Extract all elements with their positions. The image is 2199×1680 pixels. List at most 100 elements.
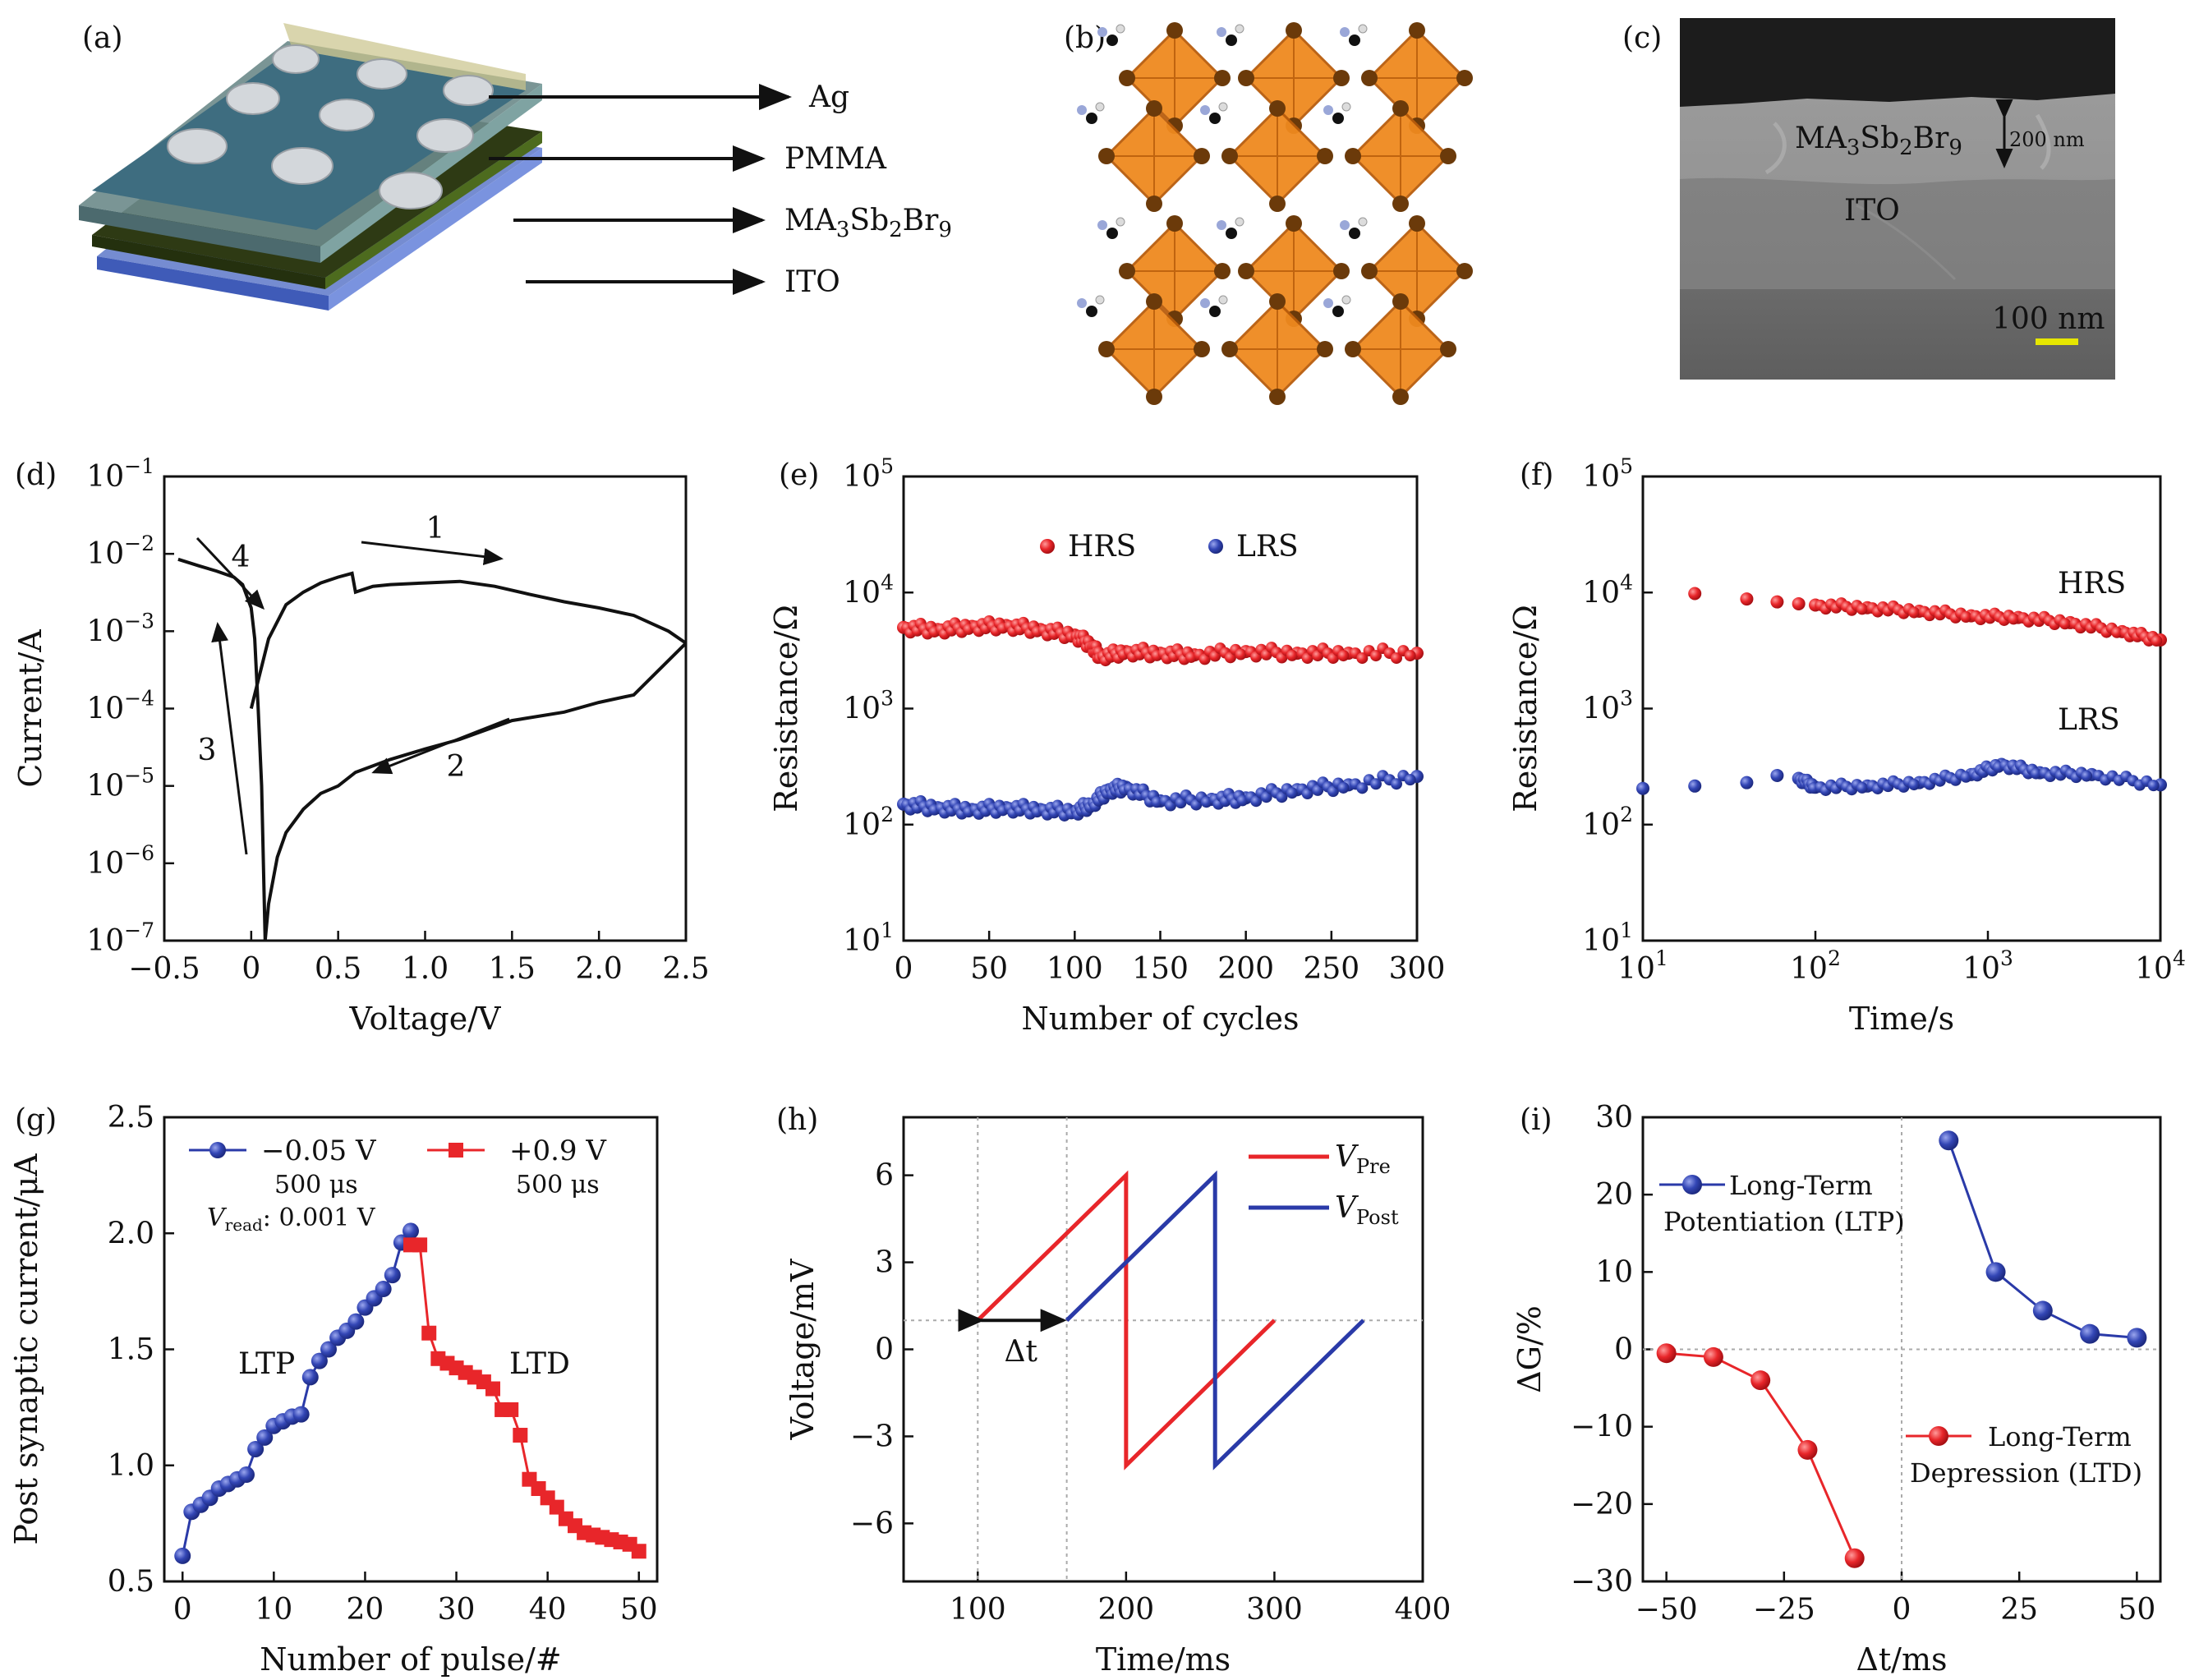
stdp-point [1656,1343,1677,1364]
hydrogen-atom [1218,295,1228,305]
y-axis-label: Voltage/mV [784,1259,821,1441]
bromine-atom [1456,70,1473,86]
data-point [1356,782,1369,794]
ltp-line [181,1230,412,1557]
data-point [1404,650,1416,662]
x-tick-label: 0 [173,1593,192,1627]
x-tick-label: 25 [2000,1593,2038,1627]
bromine-atom [1361,70,1378,86]
legend-label-ltd: +0.9 V [509,1135,607,1167]
x-tick-label: 1.0 [402,952,449,986]
data-point [1286,787,1298,799]
device-stack-illustration [79,23,542,311]
layer-label-ito: ITO [784,265,840,299]
bromine-atom [1440,148,1456,164]
y-tick-label: −10 [1571,1411,1633,1444]
legend-sub-ltp: 500 μs [274,1171,358,1199]
nitrogen-atom [1077,298,1087,308]
bromine-atom [1345,148,1361,164]
y-axis-label: ΔG/% [1511,1305,1548,1393]
spike-waveform [1065,1170,1365,1471]
y-tick-label: 101 [1582,918,1633,958]
bromine-atom [1166,22,1183,39]
bromine-atom [1317,148,1333,164]
data-point [1370,778,1382,790]
ltp-point [301,1369,319,1386]
data-point [1250,795,1263,808]
x-tick-label: 0 [1893,1593,1911,1627]
x-tick-label: 200 [1217,952,1274,986]
data-point [1770,595,1784,609]
x-tick-label: 100 [1047,952,1103,986]
ltp-point [375,1281,392,1298]
panel-b: (b) [1064,21,1473,405]
bromine-atom [1269,389,1286,405]
y-tick-label: −30 [1571,1565,1633,1599]
bromine-atom [1456,263,1473,279]
hydrogen-atom [1358,217,1368,227]
nitrogen-atom [1340,27,1350,37]
panel-label-c: (c) [1622,21,1662,55]
bromine-atom [1317,341,1333,357]
hydrogen-atom [1235,24,1244,34]
data-point [1286,649,1298,661]
layer-label-ag: Ag [808,81,849,114]
bromine-atom [1333,70,1350,86]
sweep-arrow [361,541,504,565]
bromine-atom [1146,100,1162,117]
y-tick-label: 105 [1582,454,1633,494]
hydrogen-atom [1358,24,1368,34]
x-tick-label: 2.5 [662,952,709,986]
hydrogen-atom [1095,295,1105,305]
data-point [1356,652,1369,665]
annotation-ltp: LTP [238,1347,295,1381]
x-tick-label: 0 [242,952,260,986]
nitrogen-atom [1217,220,1226,230]
data-point [2151,634,2163,647]
legend-marker-hrs [1040,539,1055,554]
y-tick-label: 10−3 [86,609,154,648]
nitrogen-atom [1323,105,1333,115]
data-point [1740,776,1754,789]
x-tick-label: 30 [438,1593,476,1627]
panel-label-g: (g) [15,1103,57,1137]
ltd-point [421,1325,437,1341]
legend-sub-ltd: 500 μs [516,1171,600,1199]
scale-bar-label: 100 nm [1992,302,2105,336]
data-point [1260,791,1272,803]
x-tick-label: 1.5 [489,952,536,986]
y-tick-label: 0 [1614,1333,1633,1367]
data-point [2008,613,2020,625]
annotation-lrs: LRS [2058,703,2120,737]
y-tick-label: 105 [843,454,894,494]
nitrogen-atom [1340,220,1350,230]
scale-bar [2036,338,2078,345]
hydrogen-atom [1095,102,1105,112]
chart-e: 0 50 100 150 200 250 300 101 102 103 104 105 Number … [768,454,1445,1037]
y-tick-label: 102 [1582,803,1633,842]
legend-label-ltd-line1: Long-Term [1988,1421,2132,1452]
data-point [1404,774,1416,786]
y-tick-label: 20 [1595,1178,1633,1212]
x-tick-label: 300 [1246,1593,1303,1627]
x-tick-label: 100 [950,1593,1006,1627]
data-point [2111,626,2123,638]
ltp-point [174,1547,191,1564]
iv-curve [263,642,688,941]
y-axis-label: Resistance/Ω [768,605,804,812]
chart-f: 101 102 103 104 101 102 103 104 105 Time/s Resista… [1507,454,2186,1037]
data-point [1370,650,1382,662]
chart-d: −0.5 0 0.5 1.0 1.5 2.0 2.5 10−7 10−6 10−5 10−4 10−3… [12,454,710,1037]
ltp-point [347,1313,365,1330]
ltp-point [320,1341,337,1358]
bromine-atom [1269,293,1286,310]
y-tick-label: 10−1 [86,454,154,494]
y-tick-label: 2.5 [108,1101,154,1135]
y-tick-label: 1.5 [108,1333,154,1367]
legend-label-vpost: VPost [1335,1191,1399,1229]
sweep-label: 1 [426,512,445,545]
y-tick-label: −3 [850,1420,894,1453]
x-axis-label: Number of cycles [1021,1001,1299,1037]
data-point [1960,611,1972,624]
data-point [1792,596,1806,610]
